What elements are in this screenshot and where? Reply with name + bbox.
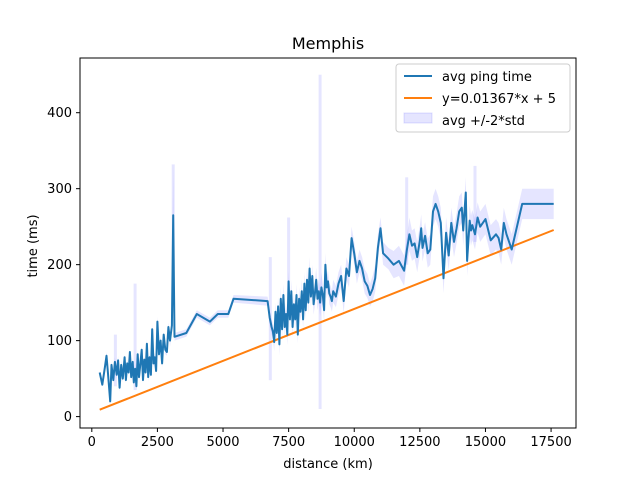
y-tick-label: 300 (47, 182, 72, 197)
std-band-spike-5 (318, 74, 322, 409)
x-tick-label: 7500 (272, 435, 305, 450)
legend-label-fit: y=0.01367*x + 5 (442, 92, 556, 107)
x-tick-label: 12500 (399, 435, 440, 450)
std-band-spike-1 (133, 283, 137, 390)
std-band-spike-4 (287, 217, 291, 303)
std-band-spike-6 (405, 177, 409, 265)
y-tick-label: 0 (64, 410, 72, 425)
x-axis-label: distance (km) (283, 457, 373, 472)
x-tick-label: 10000 (334, 435, 375, 450)
fit-line (99, 229, 555, 411)
legend-box (395, 63, 571, 133)
x-tick-label: 17500 (530, 435, 571, 450)
legend: avg ping time y=0.01367*x + 5 avg +/-2*s… (395, 63, 571, 133)
legend-label-avg: avg ping time (442, 70, 532, 85)
legend-swatch-band (403, 112, 433, 124)
plot-frame (79, 57, 577, 429)
x-tick-label: 0 (88, 435, 96, 450)
y-axis: 0 100 200 300 400 (47, 106, 80, 425)
y-tick-label: 400 (47, 106, 72, 121)
avg-ping-line (98, 191, 554, 403)
legend-label-band: avg +/-2*std (442, 114, 525, 129)
chart-title: Memphis (292, 34, 364, 53)
y-tick-label: 200 (47, 258, 72, 273)
x-tick-label: 15000 (465, 435, 506, 450)
y-tick-label: 100 (47, 334, 72, 349)
x-tick-label: 5000 (206, 435, 239, 450)
y-axis-label: time (ms) (26, 214, 41, 277)
plot-area (98, 74, 555, 411)
std-band-spike-7 (473, 165, 477, 242)
x-axis: 0 2500 5000 7500 10000 12500 15000 17500 (88, 428, 572, 450)
std-band-spike-0 (113, 334, 117, 387)
x-tick-label: 2500 (141, 435, 174, 450)
